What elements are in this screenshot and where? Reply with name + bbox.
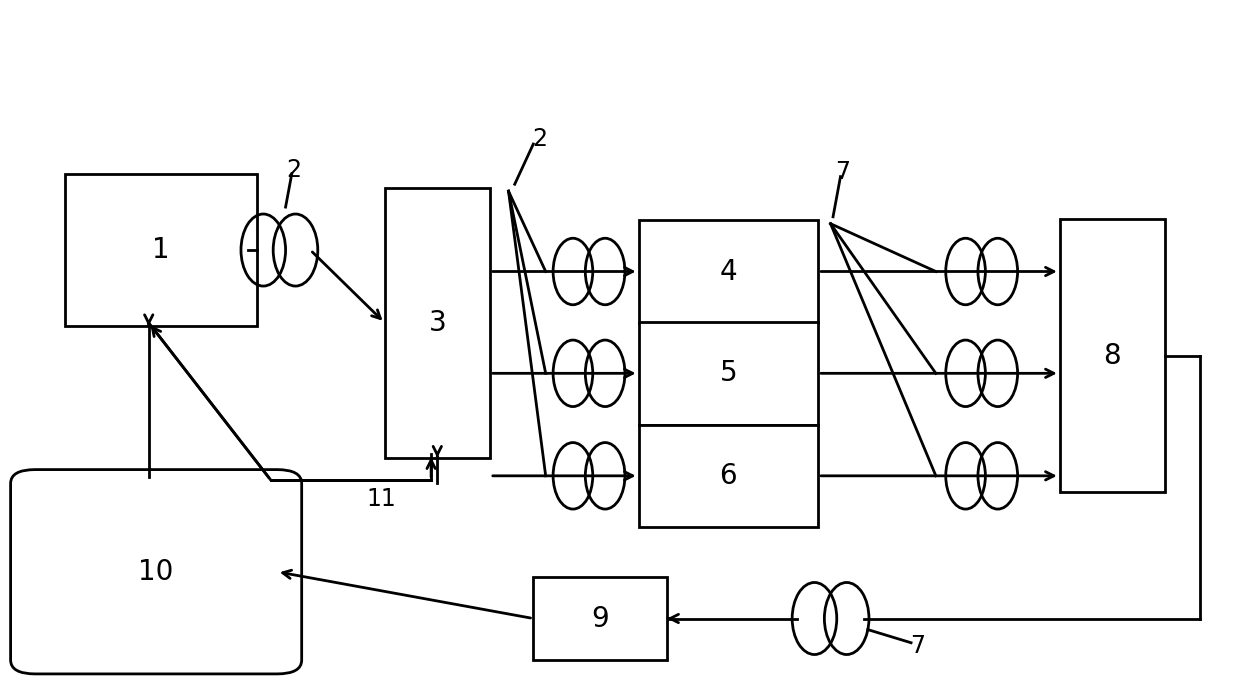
Text: 10: 10 <box>139 558 174 586</box>
Text: 7: 7 <box>836 160 851 184</box>
Text: 1: 1 <box>153 236 170 264</box>
Text: 5: 5 <box>719 359 738 387</box>
Text: 7: 7 <box>910 634 925 658</box>
FancyBboxPatch shape <box>639 425 818 527</box>
Text: 11: 11 <box>367 487 397 511</box>
FancyBboxPatch shape <box>384 187 490 458</box>
Text: 2: 2 <box>532 127 547 151</box>
FancyBboxPatch shape <box>533 577 667 660</box>
FancyBboxPatch shape <box>639 220 818 323</box>
FancyBboxPatch shape <box>1060 219 1166 493</box>
Text: 9: 9 <box>591 604 609 632</box>
Text: 2: 2 <box>286 158 301 183</box>
Text: 8: 8 <box>1104 341 1121 370</box>
Text: 6: 6 <box>719 462 738 490</box>
FancyBboxPatch shape <box>639 322 818 425</box>
FancyBboxPatch shape <box>11 470 301 674</box>
FancyBboxPatch shape <box>66 174 257 326</box>
Text: 3: 3 <box>429 309 446 337</box>
Text: 4: 4 <box>719 257 738 285</box>
